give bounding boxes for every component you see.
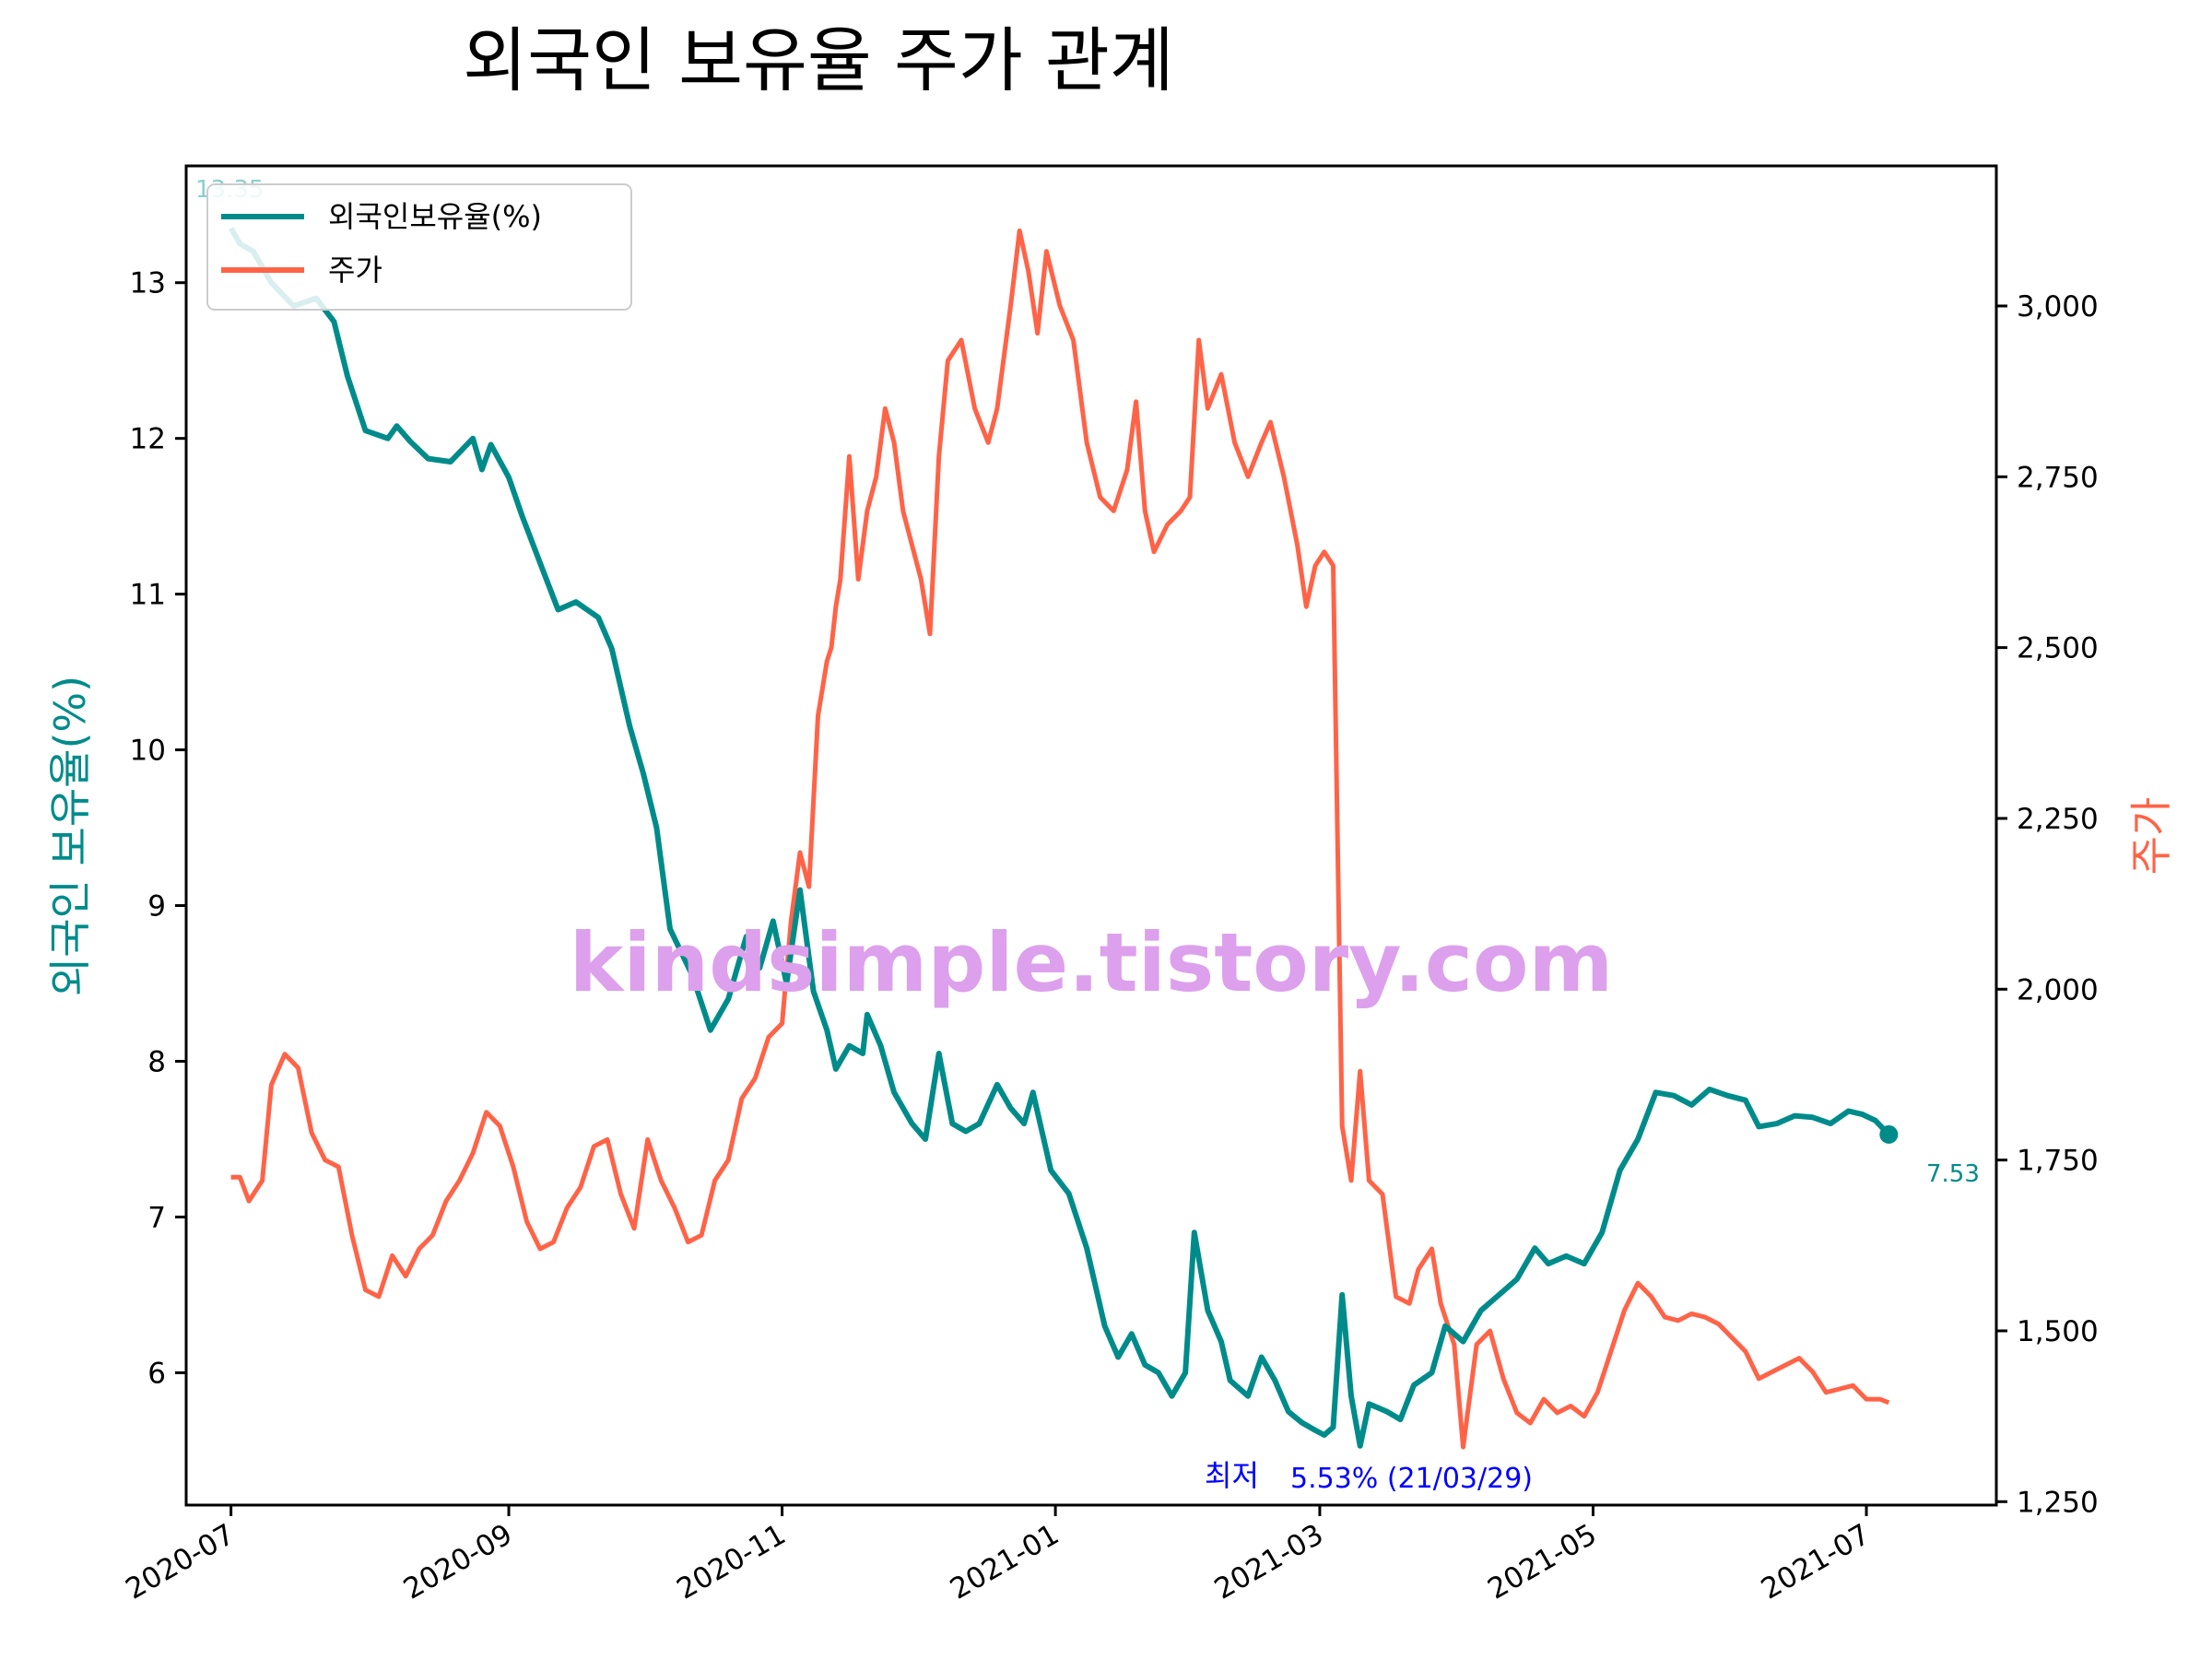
right-tick-label: 1,500 [2017,1315,2099,1348]
legend-label-foreign: 외국인보유율(%) [328,199,542,234]
left-tick-label: 12 [130,423,166,456]
right-axis: 1,250 1,500 1,750 2,000 2,250 2,500 2,750 3,000 [1996,290,2099,1519]
foreign-series-layer [228,227,1899,1449]
left-tick-label: 9 [147,890,166,924]
x-tick-label: 2021-05 [1482,1518,1602,1606]
chart-title: 외국인 보유율 주가 관계 [463,19,1174,101]
left-axis: 6 7 8 9 10 11 12 13 [130,267,186,1390]
right-tick-label: 3,000 [2017,290,2099,324]
left-tick-label: 10 [130,735,166,768]
right-tick-label: 2,000 [2017,973,2099,1006]
end-value-label: 7.53 [1926,1160,1980,1188]
foreign-line [228,227,1891,1449]
end-point-marker [1879,1124,1899,1144]
left-tick-label: 11 [130,579,166,612]
left-tick-label: 8 [147,1045,166,1078]
min-value-label: 5.53% (21/03/29) [1290,1463,1533,1495]
legend-box [206,183,632,311]
left-tick-label: 7 [147,1201,166,1234]
x-tick-label: 2021-07 [1756,1518,1876,1606]
x-tick-label: 2021-01 [945,1518,1065,1606]
right-tick-label: 2,750 [2017,461,2099,494]
x-tick-label: 2020-07 [120,1518,240,1606]
legend: 외국인보유율(%) 주가 [206,183,632,311]
x-tick-label: 2020-11 [671,1518,791,1606]
price-line [230,228,1890,1450]
x-tick-label: 2021-03 [1209,1518,1329,1606]
right-tick-label: 2,250 [2017,803,2099,836]
min-prefix-label: 최저 [1205,1458,1259,1493]
price-series-layer [230,228,1890,1450]
legend-label-price: 주가 [328,253,382,288]
right-axis-label: 주가 [2126,797,2176,876]
right-tick-label: 1,250 [2017,1486,2099,1519]
left-tick-label: 6 [147,1357,166,1390]
x-tick-label: 2020-09 [398,1518,518,1606]
x-axis: 2020-07 2020-09 2020-11 2021-01 2021-03 2021-… [120,1505,1876,1606]
right-tick-label: 1,750 [2017,1145,2099,1178]
plot-frame [184,164,1998,1507]
watermark: kindsimple.tistory.com [570,915,1613,1010]
left-tick-label: 13 [130,267,166,300]
left-axis-label: 외국인 보유율(%) [45,676,95,996]
right-tick-label: 2,500 [2017,632,2099,665]
